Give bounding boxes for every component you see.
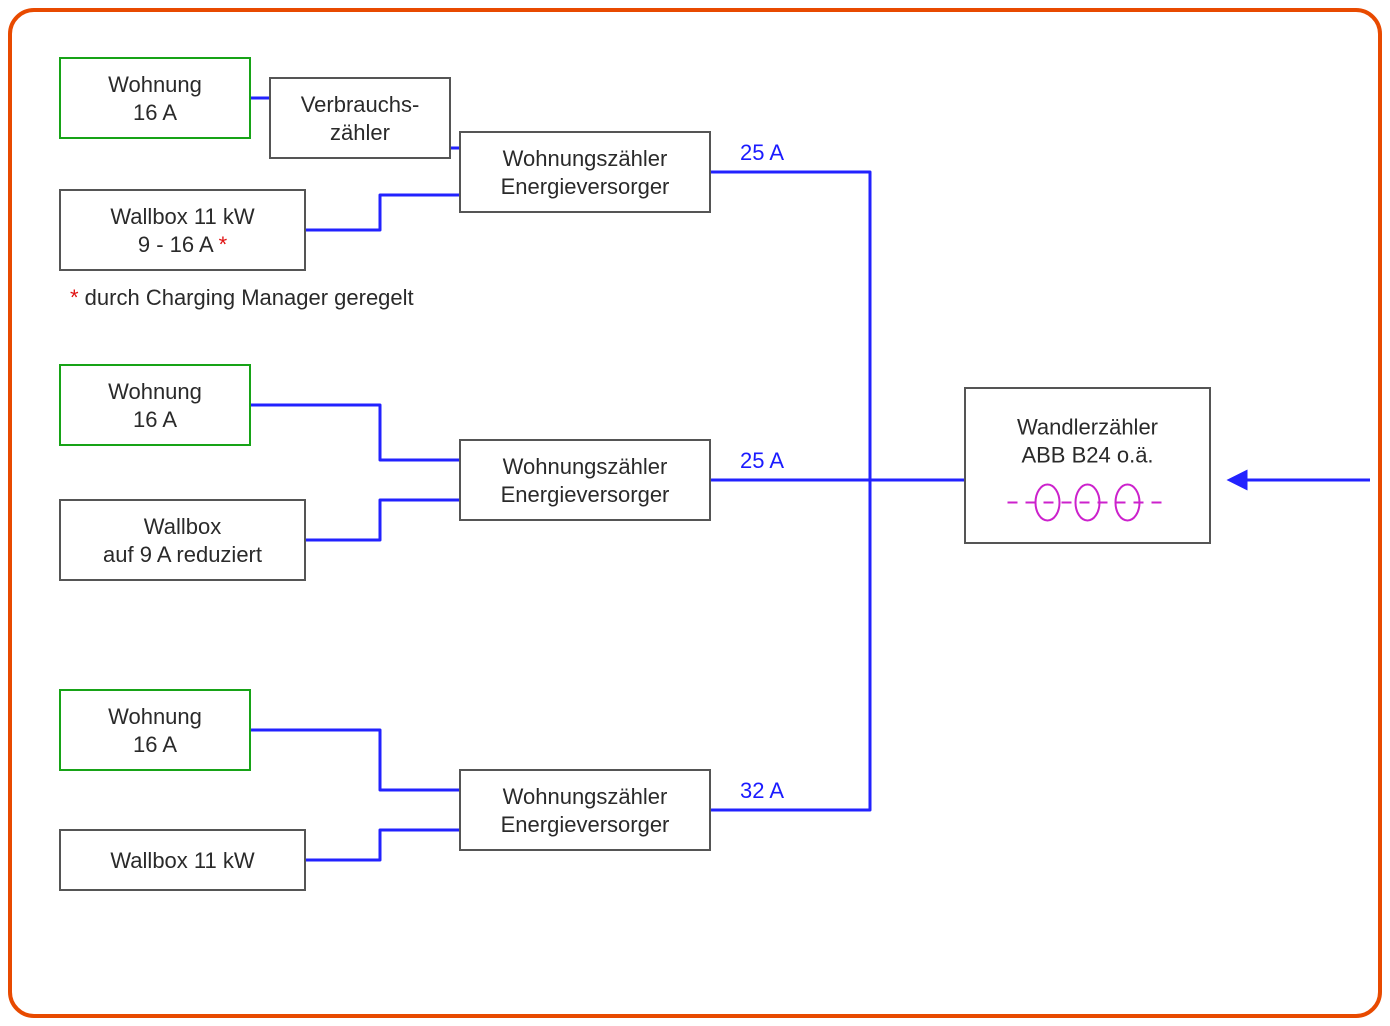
node-wz1-line-0: Wohnungszähler	[503, 146, 668, 171]
node-apt2-line-1: 16 A	[133, 407, 177, 432]
node-wz3-line-0: Wohnungszähler	[503, 784, 668, 809]
node-wz2-line-1: Energieversorger	[501, 482, 670, 507]
edge-label-1: 25 A	[740, 448, 784, 473]
wire-4	[305, 500, 460, 540]
wire-6	[305, 830, 460, 860]
node-apt1: Wohnung 16 A	[60, 58, 250, 138]
node-apt2: Wohnung 16 A	[60, 365, 250, 445]
node-cons1: Verbrauchs-zähler	[270, 78, 450, 158]
node-wb2: Wallbox auf 9 A reduziert	[60, 500, 305, 580]
node-cons1-line-1: zähler	[330, 120, 390, 145]
wire-3	[250, 405, 460, 460]
footnote: * durch Charging Manager geregelt	[70, 285, 414, 310]
node-wb1-line-1: 9 - 16 A *	[138, 232, 228, 257]
wire-2	[305, 195, 460, 230]
node-wz3: Wohnungszähler Energieversorger	[460, 770, 710, 850]
node-wz2: Wohnungszähler Energieversorger	[460, 440, 710, 520]
wire-9	[710, 480, 870, 810]
node-wz1: Wohnungszähler Energieversorger	[460, 132, 710, 212]
wire-5	[250, 730, 460, 790]
node-apt3: Wohnung 16 A	[60, 690, 250, 770]
edge-label-0: 25 A	[740, 140, 784, 165]
wire-7	[710, 172, 870, 480]
node-wandler-line-0: Wandlerzähler	[1017, 415, 1158, 440]
node-wb2-line-0: Wallbox	[144, 514, 221, 539]
node-apt1-line-0: Wohnung	[108, 72, 202, 97]
node-wz1-line-1: Energieversorger	[501, 174, 670, 199]
node-wandler: Wandlerzähler ABB B24 o.ä.	[965, 388, 1210, 543]
node-wb3: Wallbox 11 kW	[60, 830, 305, 890]
node-wb1-line-0: Wallbox 11 kW	[110, 204, 254, 229]
node-wandler-line-1: ABB B24 o.ä.	[1021, 443, 1153, 468]
node-apt1-line-1: 16 A	[133, 100, 177, 125]
node-wz3-line-1: Energieversorger	[501, 812, 670, 837]
node-wb2-line-1: auf 9 A reduziert	[103, 542, 262, 567]
node-wb1: Wallbox 11 kW 9 - 16 A *	[60, 190, 305, 270]
node-apt3-line-1: 16 A	[133, 732, 177, 757]
node-wb3-line-0: Wallbox 11 kW	[110, 848, 254, 873]
node-wz2-line-0: Wohnungszähler	[503, 454, 668, 479]
node-apt2-line-0: Wohnung	[108, 379, 202, 404]
node-apt3-line-0: Wohnung	[108, 704, 202, 729]
edge-label-2: 32 A	[740, 778, 784, 803]
node-cons1-line-0: Verbrauchs-	[301, 92, 420, 117]
